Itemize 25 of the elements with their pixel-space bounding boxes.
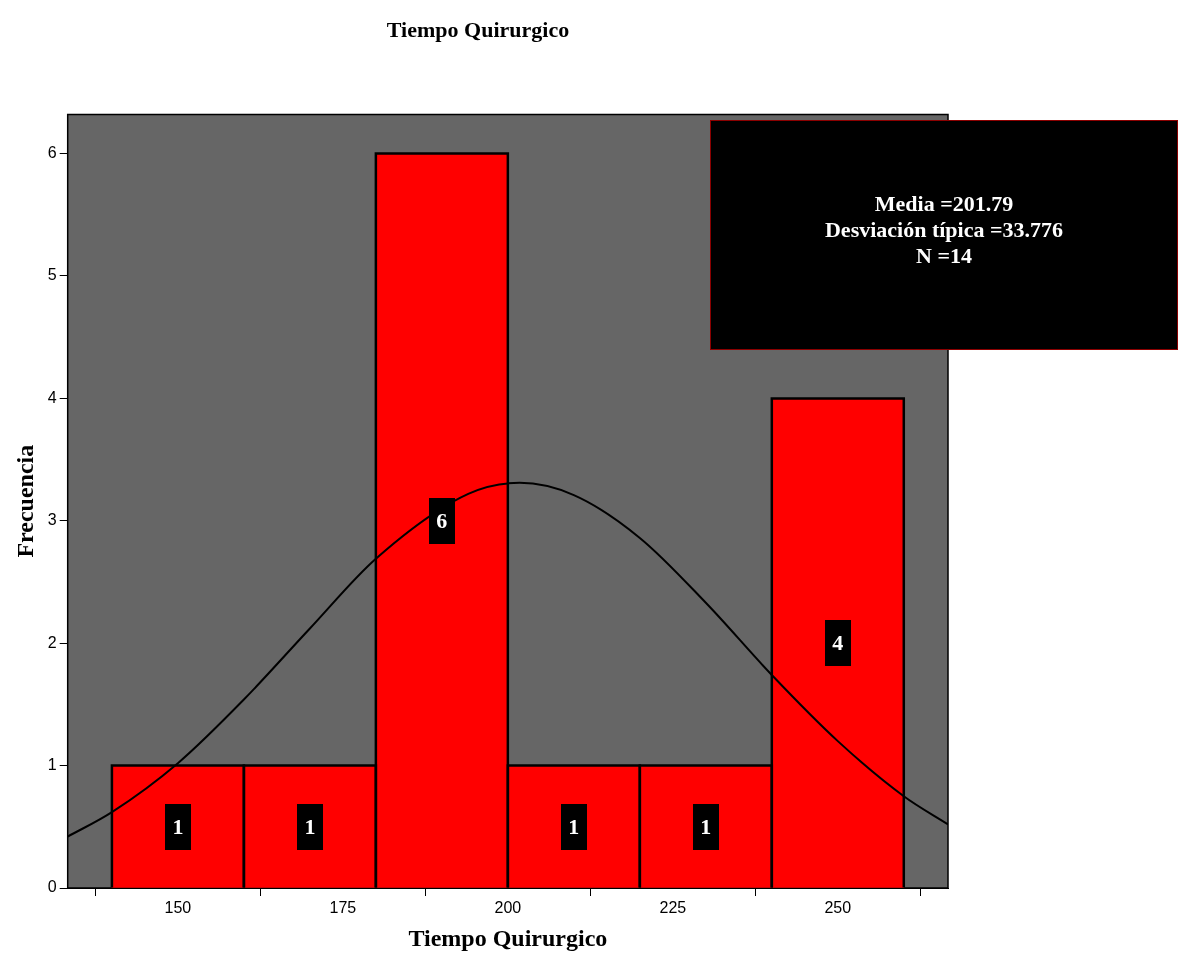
y-tick-label: 1 <box>47 756 57 773</box>
data-label: 1 <box>172 813 184 840</box>
x-axis-title: Tiempo Quirurgico <box>408 924 608 951</box>
data-label: 6 <box>436 507 448 534</box>
y-tick-label: 4 <box>47 388 57 406</box>
text-panel: Media =201.79 Desviación típica =33.776 N =14 <box>710 120 1178 351</box>
data-label: 4 <box>832 630 844 657</box>
y-tick-label: 0 <box>47 878 57 896</box>
annotation: Desviación típica =33.776 <box>824 217 1064 244</box>
x-tick-label: 200 <box>494 899 522 917</box>
annotation: N =14 <box>915 243 973 270</box>
x-tick-label: 150 <box>164 899 192 917</box>
data-label: 1 <box>700 813 712 840</box>
data-label: 1 <box>304 813 316 840</box>
y-tick-label: 2 <box>47 633 57 651</box>
y-axis-title: Frecuencia <box>11 444 38 558</box>
x-tick-label: 250 <box>824 899 852 917</box>
y-tick-label: 5 <box>47 266 57 284</box>
data-label: 1 <box>568 813 580 840</box>
annotation: Media =201.79 <box>873 191 1015 218</box>
chart-title: Tiempo Quirurgico <box>386 16 570 42</box>
x-tick-label: 225 <box>659 899 687 917</box>
y-tick-label: 6 <box>47 143 57 161</box>
y-tick-label: 3 <box>47 511 57 529</box>
x-tick-label: 175 <box>329 899 357 917</box>
